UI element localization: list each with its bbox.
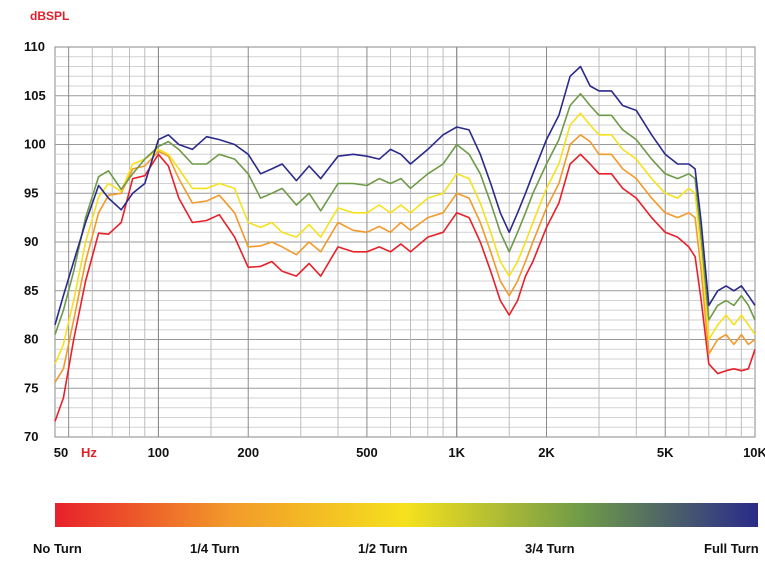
series-line-2	[54, 112, 756, 365]
x-tick-label: 50	[54, 445, 68, 460]
y-tick-label: 110	[24, 39, 45, 54]
y-tick-label: 85	[24, 283, 38, 298]
legend-label-three-quarter-turn: 3/4 Turn	[525, 541, 575, 556]
y-tick-label: 80	[24, 332, 38, 347]
x-tick-label: 2K	[538, 445, 555, 460]
turn-gradient-bar	[55, 503, 758, 527]
series-line-1	[54, 134, 756, 383]
y-tick-label: 70	[24, 429, 38, 444]
y-tick-label: 75	[24, 380, 38, 395]
series-line-4	[54, 65, 756, 326]
legend-label-quarter-turn: 1/4 Turn	[190, 541, 240, 556]
legend-label-full-turn: Full Turn	[704, 541, 759, 556]
x-tick-labels: 50 100 200 500 1K 2K 5K 10K	[54, 445, 765, 460]
legend-label-half-turn: 1/2 Turn	[358, 541, 408, 556]
response-curves	[54, 65, 756, 422]
x-tick-label: 200	[237, 445, 259, 460]
y-tick-label: 105	[24, 88, 46, 103]
y-tick-label: 100	[24, 137, 46, 152]
x-tick-label: 10K	[743, 445, 765, 460]
x-tick-label: 1K	[448, 445, 465, 460]
series-line-3	[54, 93, 756, 335]
y-axis-unit-label: dBSPL	[30, 9, 69, 23]
x-tick-label: 500	[356, 445, 378, 460]
x-axis-unit-label: Hz	[81, 445, 97, 460]
y-tick-label: 90	[24, 234, 38, 249]
legend-label-no-turn: No Turn	[33, 541, 82, 556]
y-tick-labels: 110 105 100 95 90 85 80 75 70	[24, 39, 46, 444]
x-tick-label: 100	[148, 445, 170, 460]
y-tick-label: 95	[24, 185, 38, 200]
series-line-0	[54, 153, 756, 422]
chart-grid	[54, 46, 756, 438]
x-tick-label: 5K	[657, 445, 674, 460]
